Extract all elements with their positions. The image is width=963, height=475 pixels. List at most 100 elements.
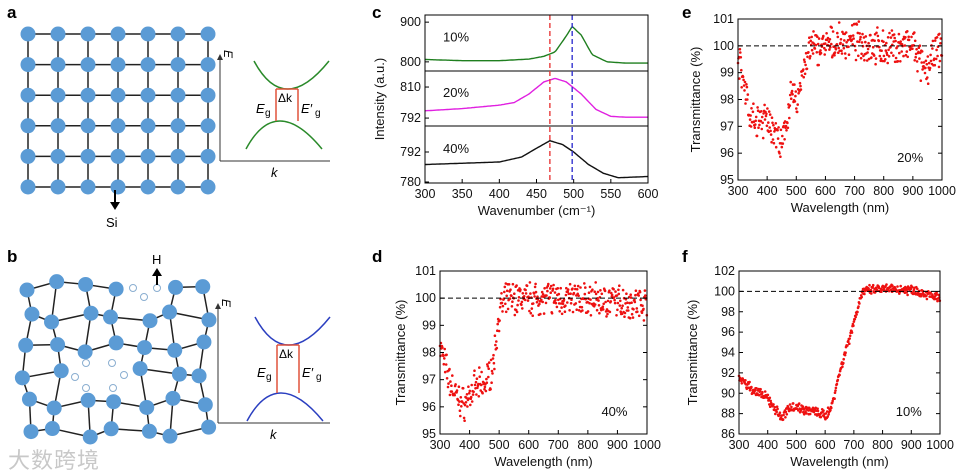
chart-c: 10% 800 900 20% 792 810 40% 780 792 300 350 400 450 5… (372, 14, 658, 218)
data-point (852, 324, 855, 328)
data-point (563, 310, 567, 314)
data-point (644, 294, 647, 297)
data-point (529, 311, 533, 315)
data-point (634, 293, 637, 297)
conduction-band (253, 60, 330, 90)
data-point (491, 372, 494, 375)
dk-label: Δk (279, 347, 294, 361)
x-tick-label: 550 (600, 187, 621, 201)
y-tick-label: 95 (720, 173, 734, 187)
data-point (857, 54, 860, 58)
data-point (913, 31, 916, 34)
si-atom (110, 148, 126, 164)
data-point (591, 288, 594, 292)
y-tick-label: 100 (714, 284, 735, 298)
data-point (548, 296, 552, 299)
data-point (840, 49, 843, 52)
data-point (790, 405, 793, 409)
y-tick-label: 102 (714, 264, 735, 278)
data-point (465, 393, 469, 396)
data-point (931, 47, 934, 50)
data-point (503, 290, 506, 294)
data-point (829, 408, 832, 412)
data-point (874, 57, 878, 60)
data-point (481, 391, 484, 395)
data-point (808, 57, 812, 60)
data-point (798, 81, 802, 85)
data-point (589, 298, 592, 301)
data-point (768, 396, 772, 400)
data-point (593, 290, 596, 294)
data-point (462, 416, 466, 420)
k-axis-label: k (271, 165, 279, 180)
data-point (933, 57, 936, 60)
data-point (847, 53, 851, 56)
data-point (493, 367, 496, 371)
data-point (604, 300, 607, 304)
data-point (534, 290, 538, 294)
data-point (577, 294, 580, 298)
data-point (520, 303, 523, 307)
x-tick-label: 600 (815, 184, 836, 198)
data-point (781, 418, 785, 421)
data-point (608, 310, 612, 314)
y-tick-label: 810 (400, 80, 421, 94)
data-point (503, 285, 507, 289)
data-point (779, 128, 783, 132)
si-atom (20, 179, 36, 195)
data-point (833, 51, 837, 54)
data-point (859, 56, 863, 60)
axis-arrow-icon (215, 303, 221, 309)
data-point (511, 282, 515, 286)
data-point (594, 292, 598, 296)
data-point (848, 334, 852, 338)
data-point (492, 361, 496, 365)
si-atom (141, 423, 157, 439)
data-point (864, 35, 868, 38)
data-point (588, 285, 592, 289)
x-tick-label: 900 (901, 438, 922, 452)
data-point (743, 80, 747, 84)
data-point (633, 298, 636, 302)
data-point (869, 33, 872, 37)
data-point (816, 42, 820, 46)
chart-e: 95 96 97 98 99 100 101 300 400 500 600 700 800 900 100… (688, 12, 956, 215)
data-point (490, 369, 494, 373)
x-tick-label: 1000 (633, 438, 661, 452)
data-point (756, 106, 759, 109)
energy-axis-label: E (219, 299, 233, 308)
data-point (852, 37, 855, 40)
eg-prime-sub: g (316, 372, 322, 383)
data-point (753, 126, 757, 129)
data-point (761, 136, 765, 140)
y-tick-label: 900 (400, 15, 421, 29)
y-tick-label: 98 (720, 93, 734, 107)
data-point (794, 94, 797, 98)
data-point (574, 302, 578, 305)
data-point (877, 286, 881, 290)
data-point (906, 293, 909, 297)
y-tick-label: 98 (422, 346, 436, 360)
data-point (573, 284, 577, 288)
series-label: 20% (443, 85, 469, 100)
x-tick-label: 900 (607, 438, 628, 452)
data-point (924, 59, 928, 63)
data-point (466, 405, 469, 408)
data-point (803, 60, 806, 64)
x-tick-label: 400 (757, 438, 778, 452)
si-atom (200, 26, 216, 42)
data-point (885, 53, 889, 57)
data-point (862, 36, 866, 39)
data-point (834, 389, 837, 392)
data-point (939, 42, 942, 45)
y-tick-label: 97 (720, 119, 734, 133)
data-point (850, 24, 854, 27)
data-point (531, 302, 535, 305)
data-point (584, 286, 587, 289)
si-atom (110, 57, 126, 73)
y-tick-label: 97 (422, 373, 436, 387)
data-point (637, 314, 641, 318)
si-atom (80, 179, 96, 195)
si-atom (140, 118, 156, 134)
data-point (826, 36, 830, 40)
